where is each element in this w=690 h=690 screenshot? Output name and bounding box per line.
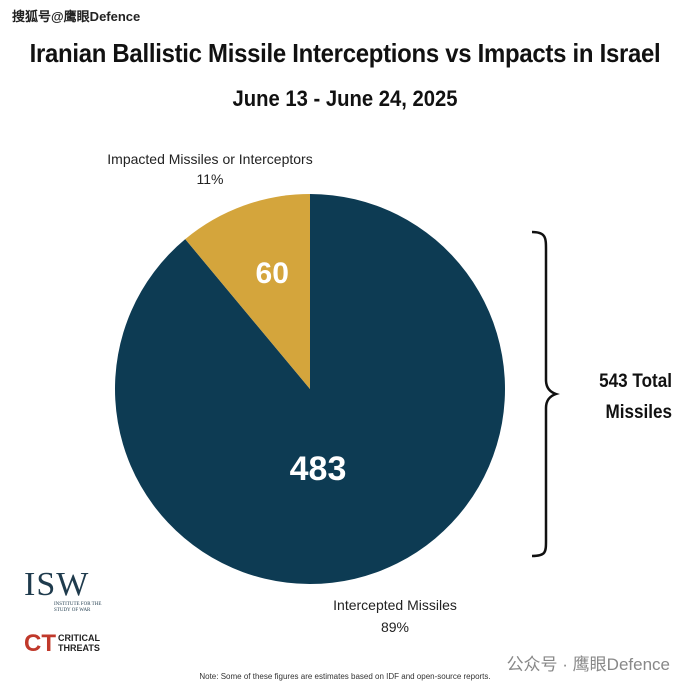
- ct-text-line1: CRITICAL: [58, 633, 100, 643]
- ct-logo-mark: CT: [24, 630, 56, 657]
- value-label-impacted: 60: [256, 257, 289, 290]
- intercepted-label-name: Intercepted Missiles: [333, 597, 457, 613]
- total-label-line2: Missiles: [605, 402, 672, 423]
- watermark-bottom: 公众号 · 鹰眼Defence: [506, 655, 670, 674]
- chart-subtitle: June 13 - June 24, 2025: [232, 86, 458, 111]
- isw-logo-mark: ISW: [24, 566, 90, 603]
- critical-threats-logo: CT CRITICAL THREATS: [24, 630, 124, 658]
- value-label-intercepted: 483: [290, 450, 347, 488]
- impacted-label: Impacted Missiles or Interceptors 11%: [60, 149, 360, 189]
- isw-logo-subtitle: INSTITUTE FOR THE STUDY OF WAR: [54, 602, 101, 614]
- ct-logo-text: CRITICAL THREATS: [58, 633, 100, 653]
- chart-title: Iranian Ballistic Missile Interceptions …: [29, 38, 661, 68]
- isw-sub-line1: INSTITUTE FOR THE: [54, 602, 102, 607]
- isw-logo: ISW INSTITUTE FOR THE STUDY OF WAR: [24, 566, 119, 616]
- ct-text-line2: THREATS: [58, 643, 100, 653]
- watermark-top: 搜狐号@鹰眼Defence: [12, 9, 141, 24]
- total-bracket: [531, 230, 560, 558]
- footnote: Note: Some of these figures are estimate…: [199, 672, 491, 681]
- intercepted-label: Intercepted Missiles 89%: [285, 594, 505, 638]
- total-label-line1: 543 Total: [599, 371, 672, 392]
- impacted-label-percent: 11%: [196, 171, 224, 187]
- intercepted-label-percent: 89%: [380, 619, 410, 635]
- isw-sub-line2: STUDY OF WAR: [54, 608, 91, 613]
- impacted-label-name: Impacted Missiles or Interceptors: [107, 151, 313, 167]
- total-label: 543 Total Missiles: [578, 366, 672, 428]
- slice-impacted: [185, 194, 310, 389]
